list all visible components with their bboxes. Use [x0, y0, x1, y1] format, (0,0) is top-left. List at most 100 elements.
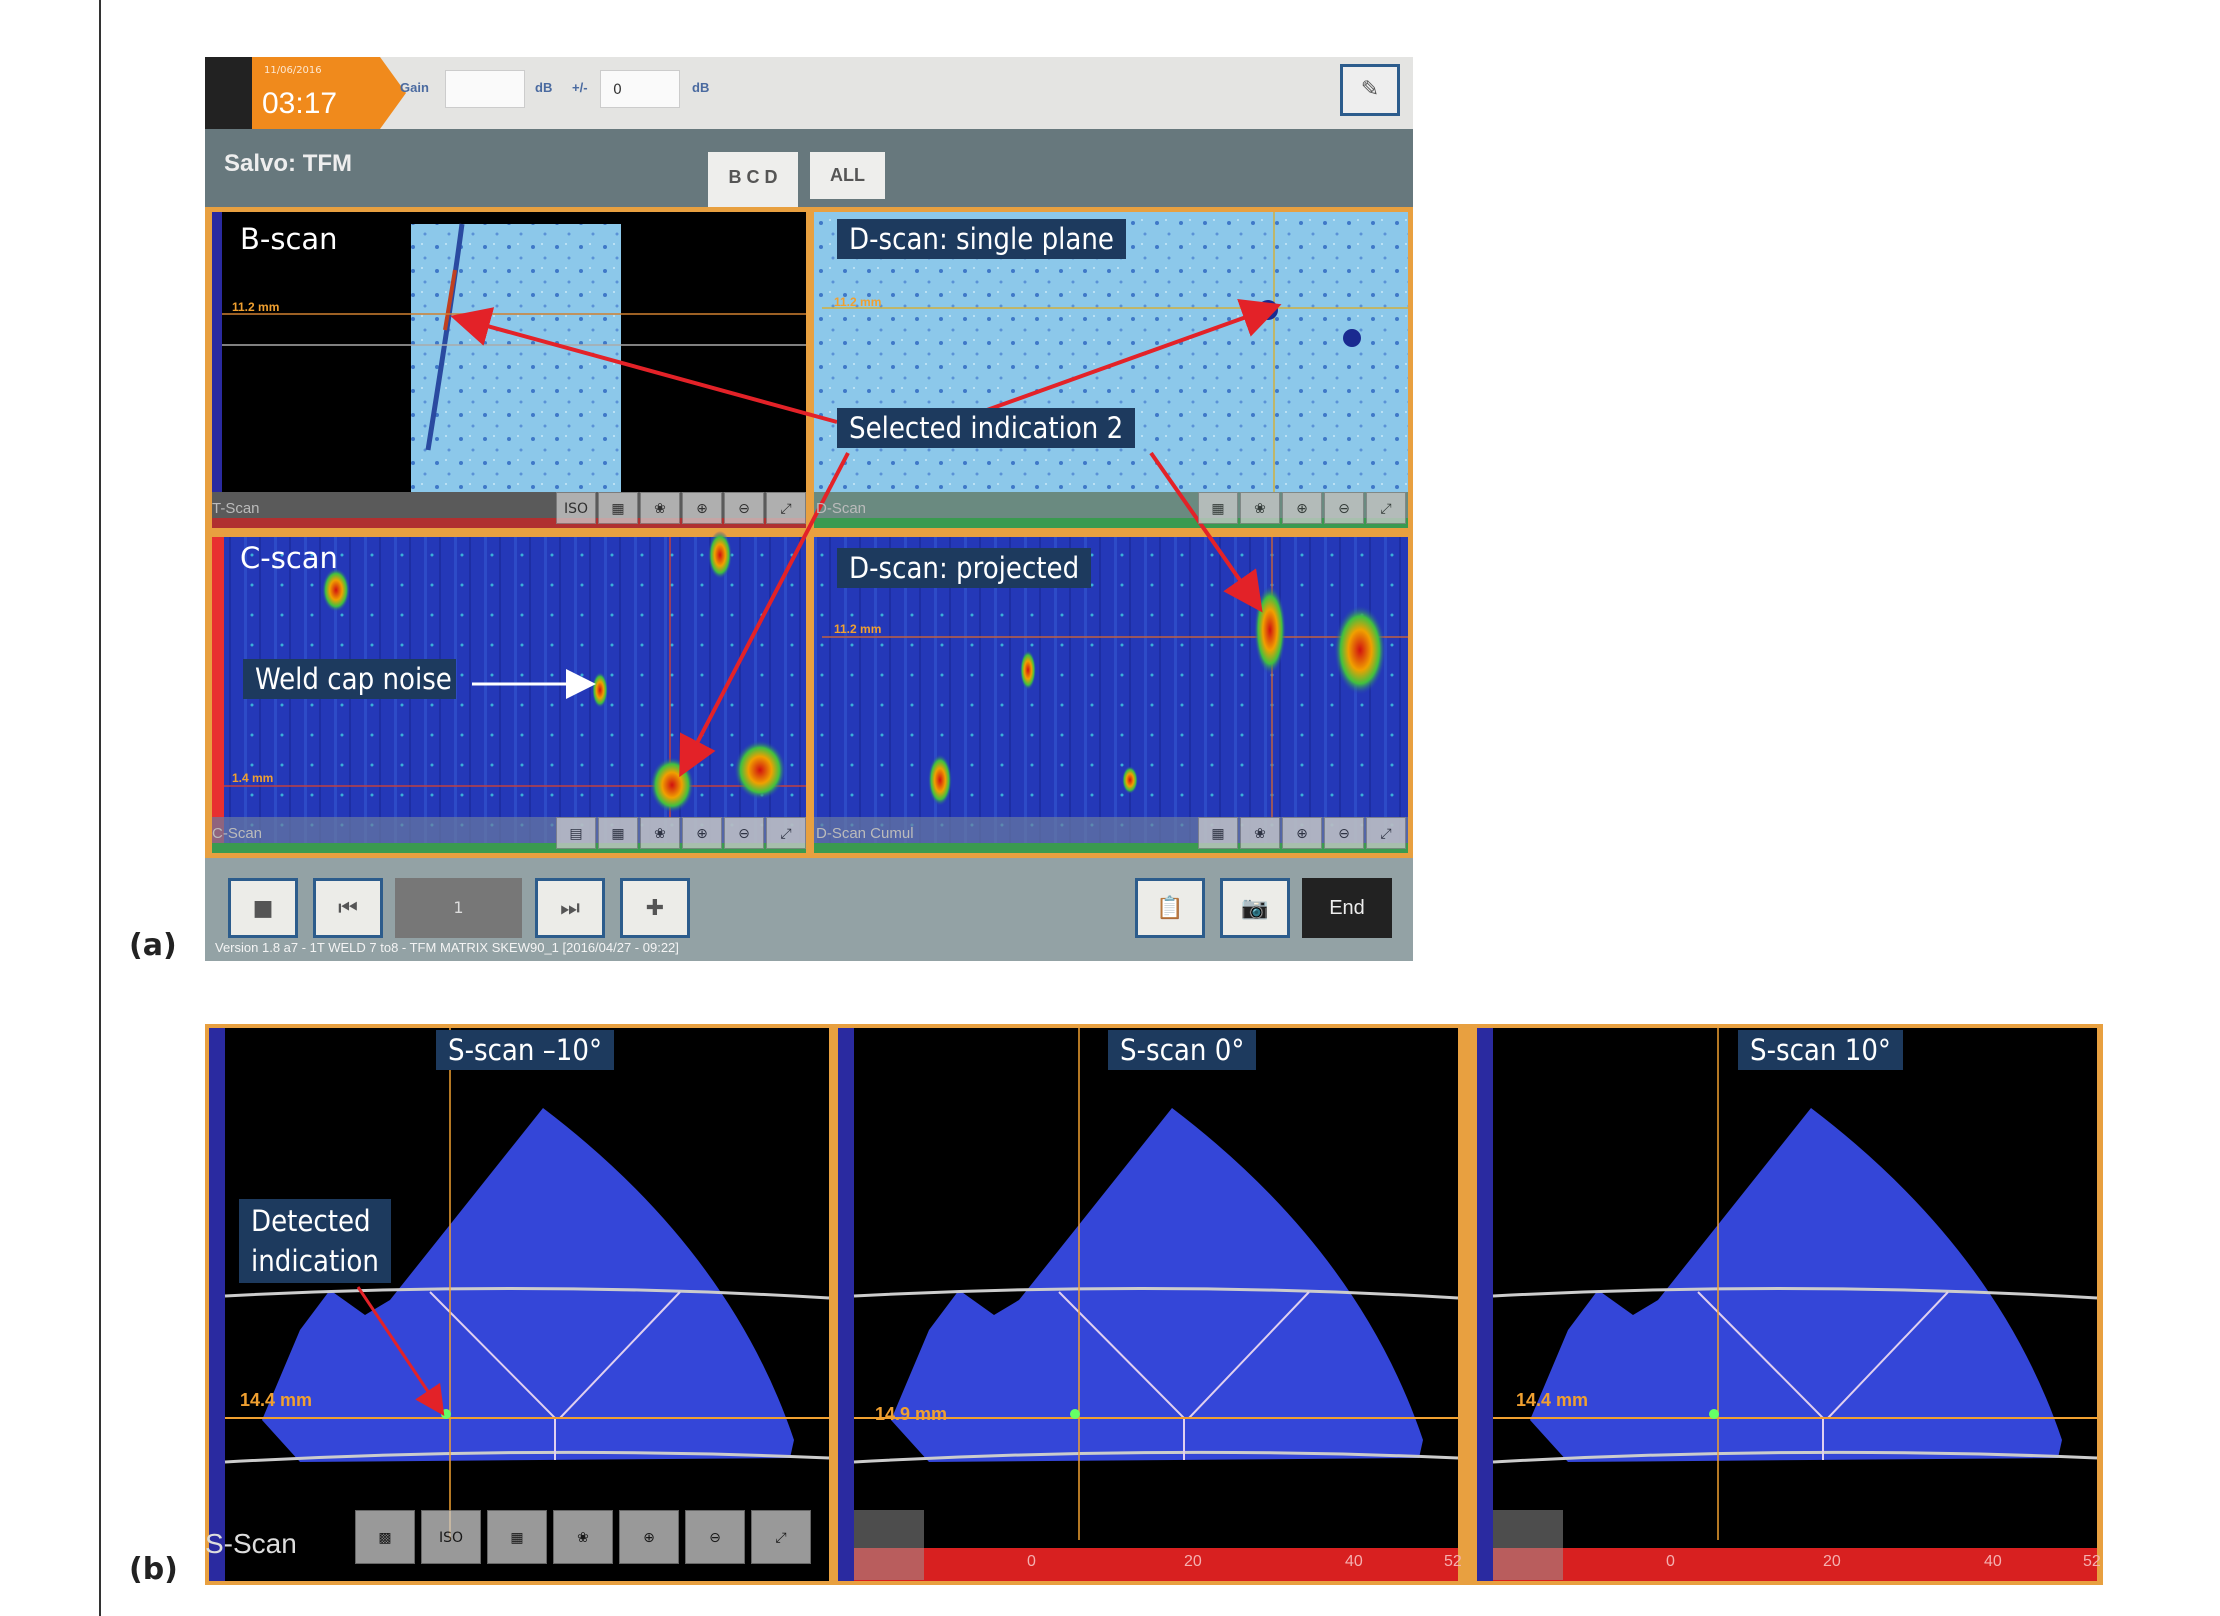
sscan-minus10-marker: 14.4 mm	[240, 1390, 313, 1410]
axis-tick-label: 52	[2083, 1553, 2101, 1570]
sscan-panel	[1477, 1028, 2098, 1581]
fullscreen-icon[interactable]: ⤢	[1366, 492, 1406, 524]
bscan-marker: 11.2 mm	[232, 300, 280, 314]
tab-all[interactable]: ALL	[810, 152, 885, 199]
detected-line2: indication	[251, 1244, 379, 1278]
palette-icon[interactable]: ❀	[640, 492, 680, 524]
fullscreen-icon[interactable]: ⤢	[766, 817, 806, 849]
salvo-title: Salvo: TFM	[224, 150, 353, 177]
status-leds	[205, 57, 252, 129]
stop-button[interactable]: ■	[228, 878, 298, 938]
camera-icon: 📷	[1241, 895, 1269, 921]
arrow-to-bscan	[450, 307, 838, 424]
zoom-in-icon[interactable]: ⊕	[682, 817, 722, 849]
report-button[interactable]: 📋	[1135, 878, 1205, 938]
selected-indication-label: Selected indication 2	[837, 408, 1136, 448]
frame-field[interactable]: 1	[395, 878, 522, 938]
palette-icon[interactable]: ❀	[1240, 817, 1280, 849]
axis-tick-label: 52	[1444, 1553, 1462, 1570]
sscan-fan	[262, 1108, 794, 1462]
grid-icon[interactable]: ▦	[1198, 817, 1238, 849]
bscan-tools: ISO ▦ ❀ ⊕ ⊖ ⤢	[556, 492, 806, 524]
dscan-single-image	[814, 212, 1408, 528]
dscan-single-marker: 11.2 mm	[834, 295, 882, 309]
clipboard-icon: 📋	[1156, 895, 1184, 921]
view-icon[interactable]: ▩	[355, 1510, 415, 1564]
sscan-footer: S-Scan	[205, 1528, 297, 1559]
sscan-tools: ▩ ISO ▦ ❀ ⊕ ⊖ ⤢	[355, 1510, 811, 1564]
detected-indication-label: Detected indication	[239, 1199, 391, 1283]
cscan-tools: ▤ ▦ ❀ ⊕ ⊖ ⤢	[556, 817, 806, 849]
axis-tick-label: 20	[1184, 1553, 1202, 1570]
sscan-axis	[854, 1548, 1458, 1581]
zoom-out-icon[interactable]: ⊖	[1324, 492, 1364, 524]
weld-cap-noise-label: Weld cap noise	[243, 659, 456, 699]
indication-dot	[1709, 1409, 1719, 1419]
plusminus-input[interactable]: 0	[600, 70, 680, 108]
figure-label-a: (a)	[129, 928, 177, 963]
sscan-panel	[838, 1028, 1459, 1581]
end-button[interactable]: End	[1302, 878, 1392, 938]
gain-label: Gain	[400, 80, 429, 95]
cscan-footer: C-Scan	[212, 825, 263, 842]
plusminus-label: +/-	[572, 80, 588, 95]
zoom-out-icon[interactable]: ⊖	[1324, 817, 1364, 849]
clock-arrow	[380, 57, 406, 129]
iso-button[interactable]: ISO	[556, 492, 596, 524]
sscan-panel	[209, 1028, 830, 1581]
grid-icon[interactable]: ▦	[1198, 492, 1238, 524]
iso-button[interactable]: ISO	[421, 1510, 481, 1564]
axis-tick-label: 20	[1823, 1553, 1841, 1570]
palette-icon[interactable]: ❀	[640, 817, 680, 849]
axis-tick-label: 40	[1345, 1553, 1363, 1570]
crosshair-button[interactable]: ✚	[620, 878, 690, 938]
zoom-in-icon[interactable]: ⊕	[1282, 492, 1322, 524]
sscan-axis	[1493, 1548, 2097, 1581]
date: 11/06/2016	[264, 65, 322, 76]
gain-input[interactable]	[445, 70, 525, 108]
fullscreen-icon[interactable]: ⤢	[766, 492, 806, 524]
grid-icon[interactable]: ▦	[487, 1510, 547, 1564]
palette-icon[interactable]: ❀	[1240, 492, 1280, 524]
figure-label-b: (b)	[129, 1552, 178, 1587]
cscan-marker: 1.4 mm	[232, 771, 274, 785]
zoom-in-icon[interactable]: ⊕	[1282, 817, 1322, 849]
grid-icon[interactable]: ▦	[598, 492, 638, 524]
dscan-projected-marker: 11.2 mm	[834, 622, 882, 636]
gain-unit: dB	[535, 80, 553, 95]
next-button[interactable]: ⏭	[535, 878, 605, 938]
sscan-minus10-label: S-scan –10°	[436, 1030, 615, 1070]
zoom-out-icon[interactable]: ⊖	[724, 492, 764, 524]
arrow-to-dscan-single	[986, 298, 1282, 412]
sscan-10-label: S-scan 10°	[1738, 1030, 1903, 1070]
detected-line1: Detected	[251, 1204, 371, 1238]
zoom-out-icon[interactable]: ⊖	[724, 817, 764, 849]
tab-bcd[interactable]: B C D	[708, 152, 798, 207]
toolbar	[205, 57, 1413, 129]
dscan-single-tools: ▦ ❀ ⊕ ⊖ ⤢	[1198, 492, 1406, 524]
fullscreen-icon[interactable]: ⤢	[1366, 817, 1406, 849]
axis-tick-label: 0	[1027, 1553, 1036, 1570]
page-border-line	[99, 0, 101, 1616]
dscan-projected-label: D-scan: projected	[837, 548, 1092, 588]
grid-icon[interactable]: ▦	[598, 817, 638, 849]
skip-forward-icon: ⏭	[560, 895, 580, 921]
zoom-in-icon[interactable]: ⊕	[682, 492, 722, 524]
fullscreen-icon[interactable]: ⤢	[751, 1510, 811, 1564]
palette-icon[interactable]: ❀	[553, 1510, 613, 1564]
clock-badge: 11/06/2016 03:17	[252, 57, 380, 129]
previous-button[interactable]: ⏮	[313, 878, 383, 938]
dscan-projected-footer: D-Scan Cumul	[816, 825, 914, 842]
version-text: Version 1.8 a7 - 1T WELD 7 to8 - TFM MAT…	[215, 940, 679, 955]
bscan-label: B-scan	[240, 222, 338, 256]
dscan-projected-tools: ▦ ❀ ⊕ ⊖ ⤢	[1198, 817, 1406, 849]
skip-back-icon: ⏮	[338, 895, 358, 921]
zoom-in-icon[interactable]: ⊕	[619, 1510, 679, 1564]
layers-icon[interactable]: ▤	[556, 817, 596, 849]
axis-tick-label: 40	[1984, 1553, 2002, 1570]
probe-button[interactable]: ✎	[1340, 64, 1400, 116]
zoom-out-icon[interactable]: ⊖	[685, 1510, 745, 1564]
indication-dot	[441, 1409, 451, 1419]
snapshot-button[interactable]: 📷	[1220, 878, 1290, 938]
